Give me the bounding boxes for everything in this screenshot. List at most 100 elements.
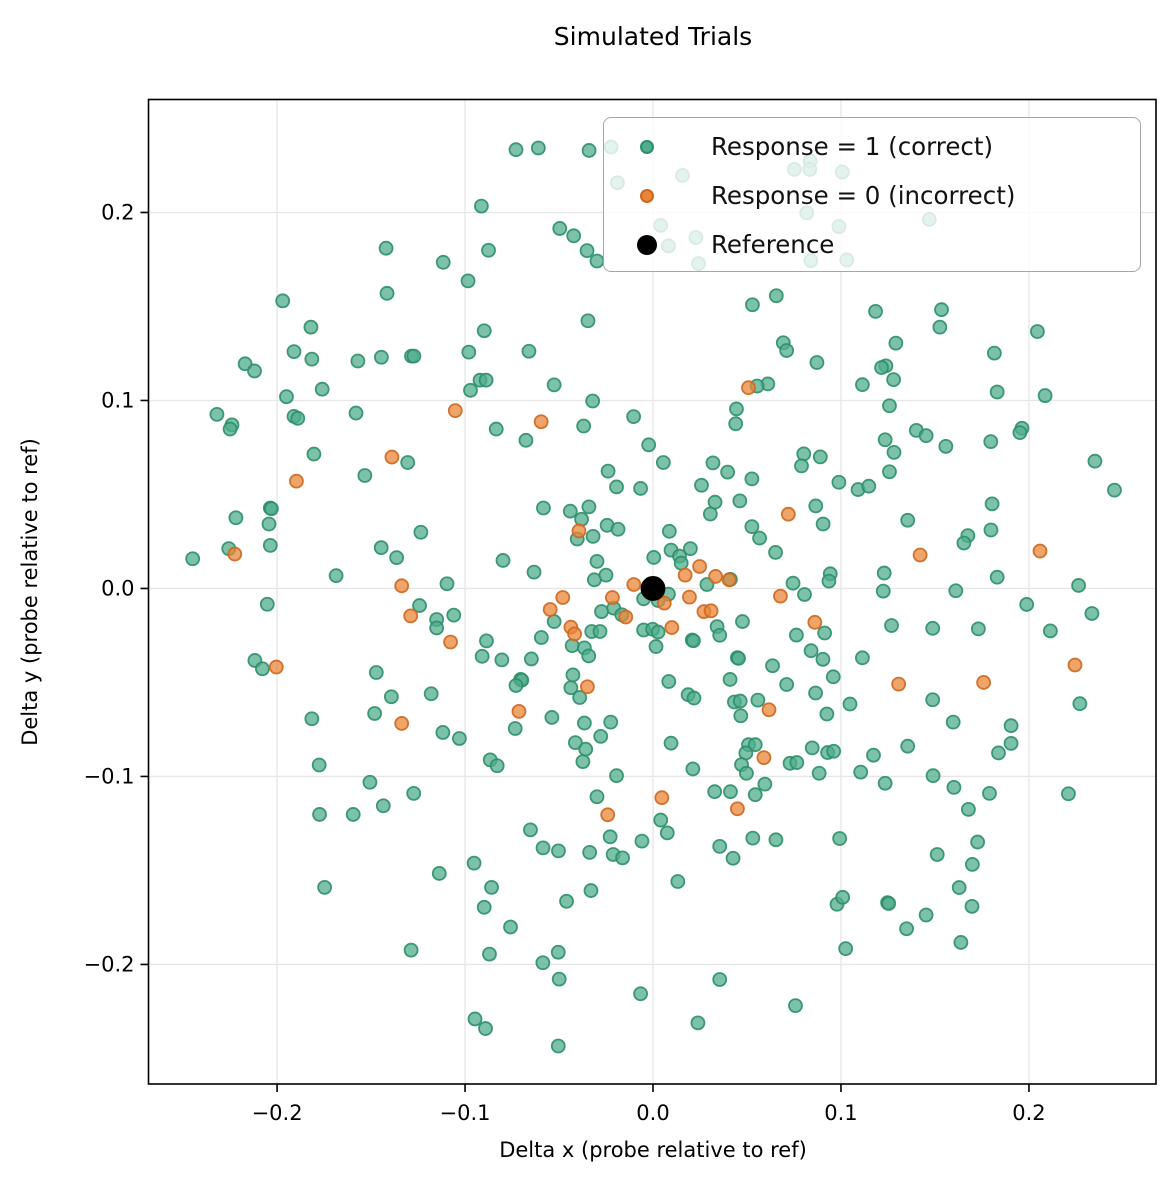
data-point-correct [768,544,783,560]
data-point-correct [255,661,270,677]
data-point-incorrect [555,590,571,605]
data-point-correct [406,348,422,364]
data-point-correct [600,463,616,479]
data-point-correct [877,775,893,791]
data-point-correct [702,506,718,522]
data-point-correct [932,319,948,335]
data-point-correct [488,421,504,437]
legend-item-incorrect: Response = 0 (incorrect) [604,171,1140,220]
data-point-correct [946,779,962,795]
data-point-correct [581,648,597,664]
data-point-correct [854,650,870,666]
data-point-correct [938,438,954,454]
data-point-incorrect [756,750,772,766]
data-point-correct [578,741,594,757]
data-point-correct [185,551,201,567]
data-point-correct [592,624,608,639]
x-tick-label: 0.1 [824,1101,857,1125]
data-point-correct [585,528,601,544]
data-point-correct [494,652,510,668]
data-point-correct [576,418,592,434]
data-point-correct [832,831,848,846]
data-point-correct [544,710,560,725]
data-point-correct [712,972,728,987]
data-point-correct [312,807,327,822]
data-point-incorrect [1067,657,1083,673]
data-point-correct [821,573,837,589]
data-point-correct [467,1011,483,1027]
y-tick-label: −0.1 [84,764,135,788]
data-point-correct [819,706,835,722]
data-point-correct [683,541,698,557]
data-point-correct [768,832,784,848]
data-point-correct [589,553,605,569]
data-point-correct [609,768,624,784]
data-point-correct [429,620,445,636]
data-point-correct [812,449,828,465]
data-point-correct [797,587,812,602]
data-point-correct [412,598,427,613]
data-point-correct [831,474,847,490]
data-point-incorrect [605,590,620,605]
y-tick-label: 0.1 [101,388,134,412]
data-point-correct [735,614,750,629]
data-point-correct [648,639,664,654]
data-point-correct [984,496,1000,512]
data-point-correct [559,893,574,909]
correct-marker-icon [640,139,654,154]
data-point-correct [368,665,384,680]
data-point-correct [406,785,422,801]
x-tick-label: −0.2 [252,1101,303,1125]
data-point-correct [789,755,805,770]
data-point-correct [479,633,494,649]
data-point-correct [876,565,892,581]
data-point-correct [983,522,999,538]
data-point-correct [900,512,916,528]
data-point-correct [925,768,941,784]
data-point-correct [423,686,439,702]
data-point-correct [925,620,941,636]
data-point-correct [286,344,302,359]
data-point-correct [589,253,605,269]
data-point-correct [535,840,551,856]
data-point-correct [1107,482,1122,498]
data-point-correct [463,382,478,398]
data-point-correct [311,757,327,773]
data-point-correct [264,501,279,517]
data-point-correct [435,254,451,270]
data-point-incorrect [571,523,587,539]
data-point-correct [262,538,278,553]
data-point-correct [835,889,851,905]
data-point-correct [373,540,389,556]
data-point-correct [489,758,505,774]
y-axis-label: Delta y (probe relative to ref) [18,438,42,746]
data-point-incorrect [976,675,992,690]
data-point-correct [439,576,455,592]
data-point-correct [886,372,901,388]
data-point-correct [461,344,477,360]
data-point-correct [1042,623,1058,639]
data-point-correct [473,198,489,214]
data-point-correct [562,503,578,519]
data-point-incorrect [780,506,796,522]
data-point-incorrect [773,588,788,604]
data-point-correct [970,834,986,850]
data-point-correct [431,866,447,881]
data-point-correct [686,633,701,649]
data-point-correct [888,335,904,351]
data-point-correct [581,143,597,158]
data-point-correct [712,627,728,643]
data-point-correct [661,674,677,689]
data-point-correct [603,714,619,730]
data-point-correct [825,669,841,685]
data-point-correct [663,735,679,751]
data-point-correct [733,708,749,724]
data-point-correct [593,729,609,744]
data-point-incorrect [394,578,410,594]
data-point-correct [279,389,294,405]
data-point-correct [314,381,330,397]
data-point-correct [518,432,534,448]
data-point-incorrect [741,380,756,396]
data-point-correct [815,516,831,532]
data-point-correct [451,731,467,746]
